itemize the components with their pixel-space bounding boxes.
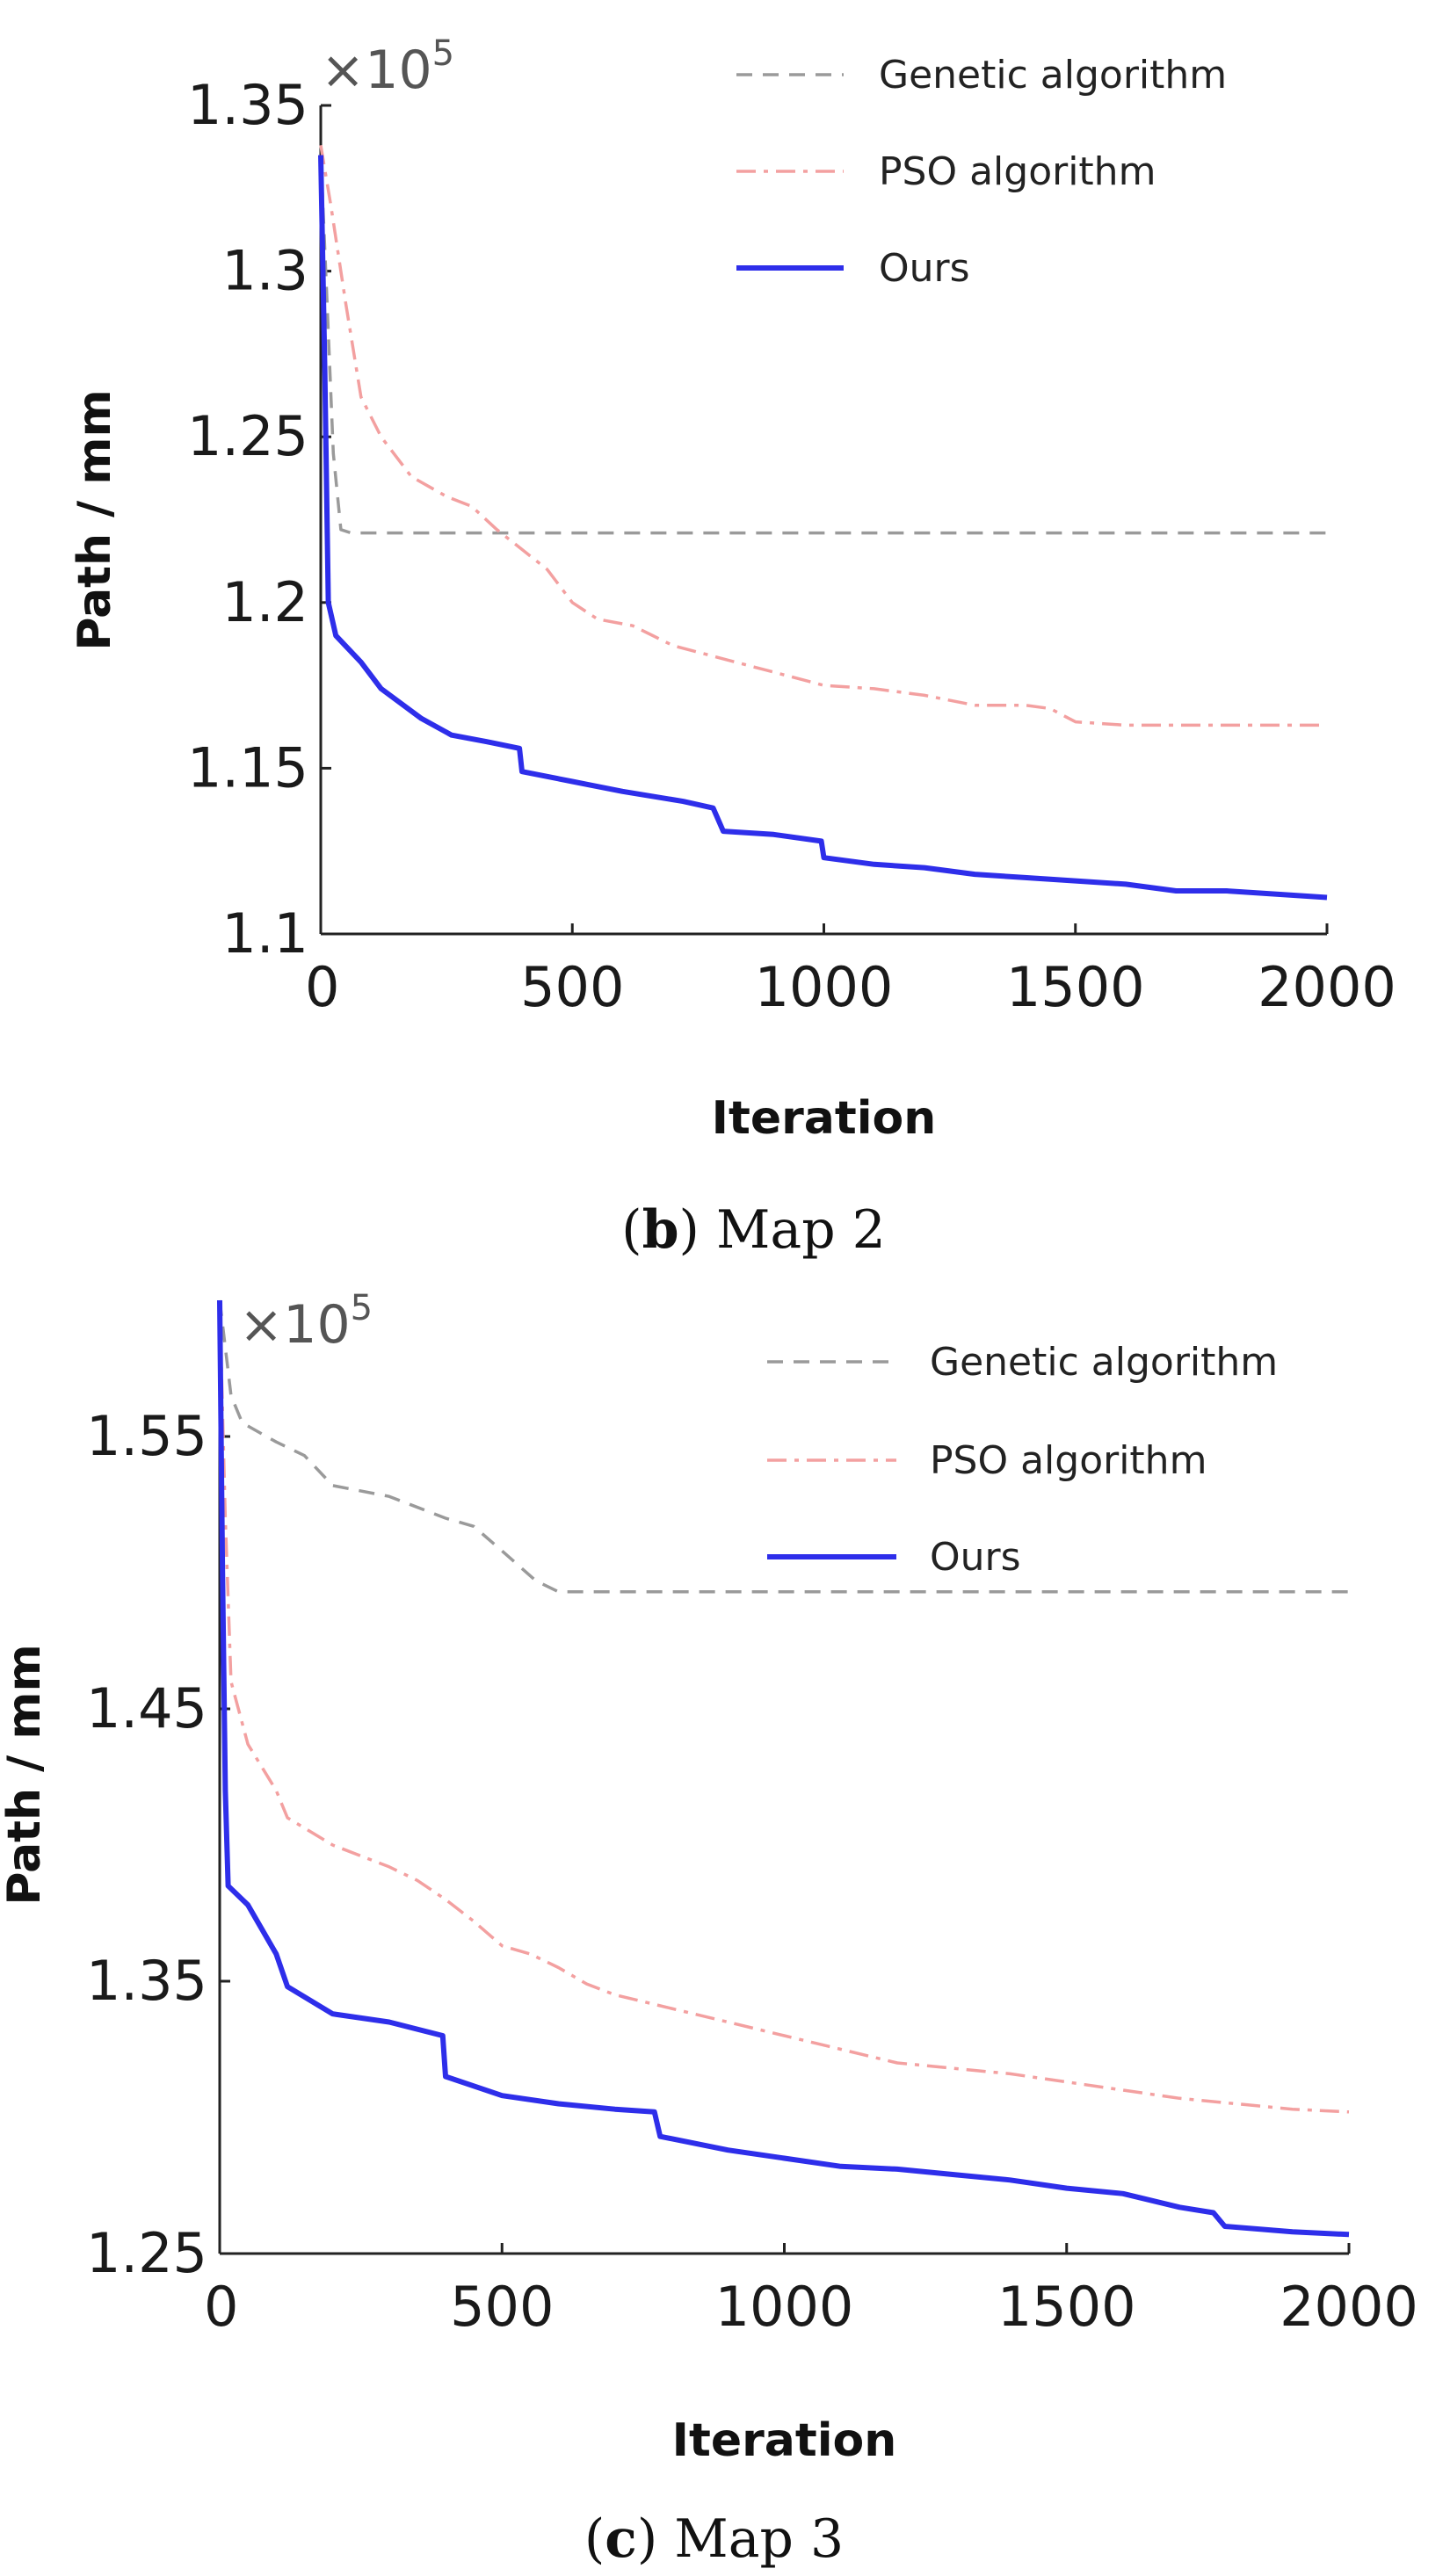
figure-caption: (b) Map 2	[621, 1199, 886, 1261]
x-tick-label: 2000	[1280, 2275, 1418, 2339]
x-tick-label: 500	[520, 955, 624, 1019]
series-line-ours	[318, 155, 1328, 901]
y-tick-label: 1.25	[86, 2221, 207, 2285]
y-tick-label: 1.25	[187, 404, 308, 468]
y-tick-label: 1.3	[221, 239, 308, 303]
legend-label: PSO algorithm	[930, 1438, 1207, 1483]
series-line-genetic-algorithm	[218, 1299, 1349, 1594]
y-tick-label: 1.35	[86, 1949, 207, 2013]
series-line-pso-algorithm	[319, 145, 1327, 727]
y-axis-label: Path / mm	[69, 389, 121, 650]
series-line-genetic-algorithm	[319, 155, 1327, 535]
chart-panel-c: 1.25 1.35 1.45 1.55 0 500 1000 1500 2000 ×105 Path…	[0, 1288, 1418, 2570]
x-tick-label: 0	[305, 955, 339, 1019]
y-tick-label: 1.15	[187, 735, 308, 800]
x-axis-label: Iteration	[712, 1092, 937, 1145]
axis-scale-label: ×105	[321, 33, 454, 101]
x-tick-label: 1500	[1006, 955, 1145, 1019]
legend-label: Ours	[879, 246, 970, 291]
x-tick-label: 500	[450, 2275, 554, 2339]
series-line-ours	[217, 1299, 1350, 2238]
x-tick-label: 1500	[997, 2275, 1136, 2339]
figure-caption: (c) Map 3	[584, 2508, 844, 2570]
legend-label: PSO algorithm	[879, 149, 1156, 194]
legend-label: Genetic algorithm	[930, 1340, 1278, 1385]
series-line-pso-algorithm	[218, 1299, 1350, 2114]
legend-label: Ours	[930, 1535, 1021, 1580]
x-tick-label: 2000	[1258, 955, 1396, 1019]
axis-scale-label: ×105	[239, 1288, 373, 1356]
x-tick-label: 0	[204, 2275, 238, 2339]
y-tick-label: 1.55	[86, 1404, 207, 1468]
chart-panel-b: 1.1 1.15 1.2 1.25 1.3 1.35 0 500 1000 1500 2000 ×10…	[69, 33, 1396, 1261]
y-tick-label: 1.1	[221, 901, 308, 966]
x-tick-label: 1000	[715, 2275, 854, 2339]
legend-label: Genetic algorithm	[879, 53, 1227, 98]
y-tick-label: 1.2	[221, 570, 308, 634]
x-tick-label: 1000	[755, 955, 894, 1019]
y-tick-label: 1.35	[187, 73, 308, 137]
x-axis-label: Iteration	[672, 2414, 897, 2467]
y-axis-label: Path / mm	[0, 1644, 51, 1905]
y-tick-label: 1.45	[86, 1676, 207, 1740]
